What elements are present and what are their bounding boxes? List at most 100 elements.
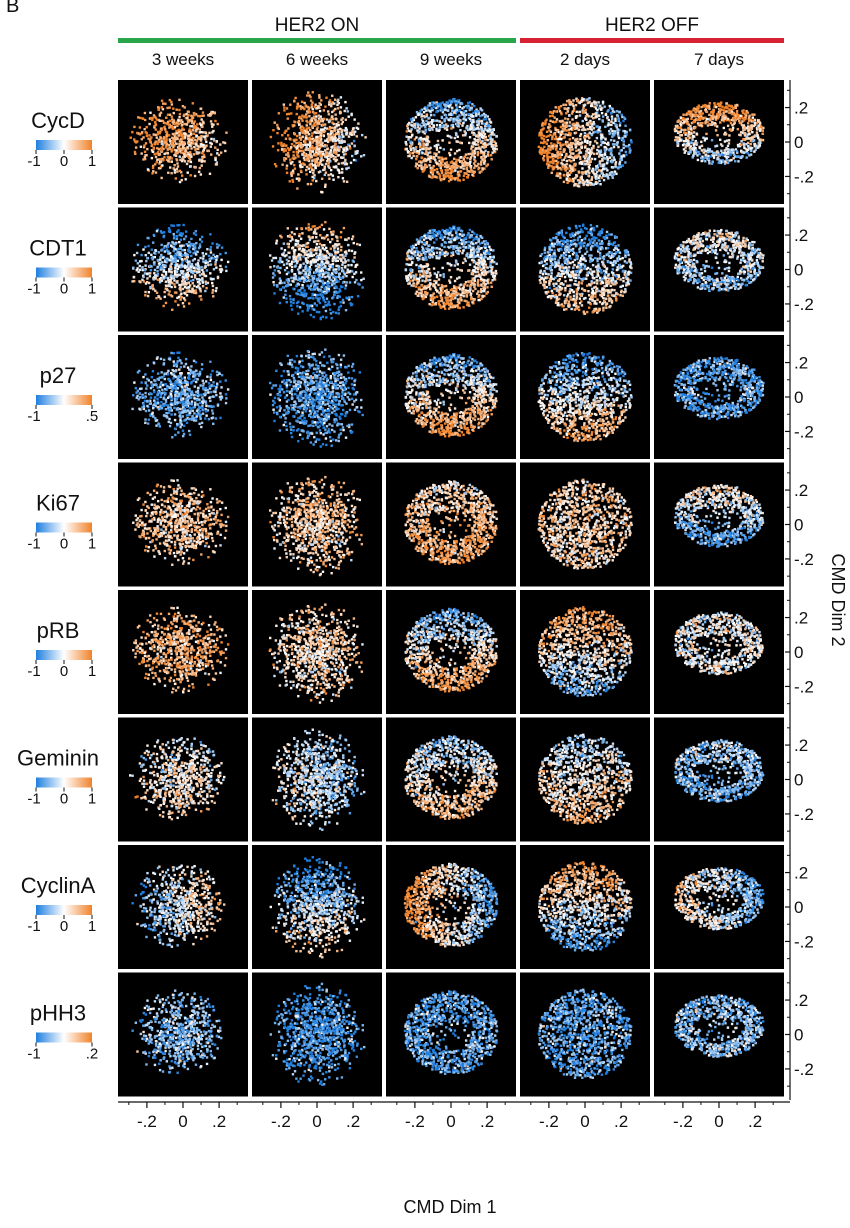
scatter-panel xyxy=(520,718,650,842)
color-legend-tick: 1 xyxy=(88,791,96,808)
scatter-panel xyxy=(118,973,248,1097)
scatter-panel xyxy=(386,80,516,204)
figure-label: B xyxy=(6,0,19,17)
y-tick-label: -.2 xyxy=(794,1060,814,1079)
color-legend-bar xyxy=(36,395,92,405)
x-tick-label: .2 xyxy=(212,1112,226,1131)
row-marker-label: pHH3 xyxy=(30,1001,86,1026)
x-tick-label: -.2 xyxy=(137,1112,157,1131)
x-tick-label: .2 xyxy=(346,1112,360,1131)
scatter-panel xyxy=(118,590,248,714)
color-legend-bar xyxy=(36,140,92,150)
color-legend-tick: 0 xyxy=(60,918,68,935)
color-legend-tick: 1 xyxy=(88,281,96,298)
y-tick-label: .2 xyxy=(794,991,808,1010)
y-tick-label: -.2 xyxy=(794,550,814,569)
scatter-panel xyxy=(252,845,382,969)
panel-background xyxy=(654,590,784,714)
scatter-panel xyxy=(386,718,516,842)
panel-background xyxy=(654,80,784,204)
scatter-panel xyxy=(520,845,650,969)
scatter-panel xyxy=(252,80,382,204)
panel-grid xyxy=(118,80,784,1097)
scatter-panel xyxy=(654,845,784,969)
x-tick-label: .2 xyxy=(614,1112,628,1131)
y-tick-label: .2 xyxy=(794,481,808,500)
color-legend-tick: -1 xyxy=(27,536,40,553)
color-legend-bar xyxy=(36,1033,92,1043)
x-tick-label: 0 xyxy=(312,1112,321,1131)
color-legend-tick: 1 xyxy=(88,153,96,170)
color-legend-tick: .2 xyxy=(86,1046,99,1063)
scatter-panel xyxy=(386,335,516,459)
scatter-panel xyxy=(386,208,516,332)
column-label: 3 weeks xyxy=(152,50,214,69)
y-tick-label: -.2 xyxy=(794,422,814,441)
x-tick-label: .2 xyxy=(748,1112,762,1131)
scatter-panel xyxy=(386,590,516,714)
panel-background xyxy=(654,845,784,969)
scatter-panel xyxy=(118,718,248,842)
scatter-panel xyxy=(654,973,784,1097)
color-legend-bar xyxy=(36,905,92,915)
color-legend-bar xyxy=(36,268,92,278)
group-label-0: HER2 ON xyxy=(275,15,359,36)
panel-background xyxy=(654,208,784,332)
scatter-panel xyxy=(654,718,784,842)
row-marker-label: CyclinA xyxy=(21,873,96,898)
group-bar-1 xyxy=(520,38,784,43)
scatter-panel xyxy=(386,463,516,587)
panel-background xyxy=(654,973,784,1097)
color-legend: -1 .5 xyxy=(27,395,98,425)
y-tick-label: 0 xyxy=(794,516,803,535)
scatter-panel xyxy=(118,463,248,587)
scatter-panel xyxy=(386,973,516,1097)
scatter-panel xyxy=(118,335,248,459)
group-label-1: HER2 OFF xyxy=(605,15,699,36)
scatter-panel xyxy=(654,590,784,714)
y-tick-label: 0 xyxy=(794,898,803,917)
scatter-panel xyxy=(520,973,650,1097)
color-legend-tick: 1 xyxy=(88,536,96,553)
scatter-panel xyxy=(252,718,382,842)
row-marker-label: pRB xyxy=(37,618,80,643)
row-marker-label: Geminin xyxy=(17,746,99,771)
y-axis: .20-.2.20-.2.20-.2.20-.2.20-.2.20-.2.20-… xyxy=(785,80,814,1100)
group-bar-0 xyxy=(118,38,516,43)
y-tick-label: -.2 xyxy=(794,295,814,314)
scatter-panel xyxy=(654,463,784,587)
color-legend-bar xyxy=(36,778,92,788)
color-legend-bar xyxy=(36,650,92,660)
scatter-panel xyxy=(252,335,382,459)
scatter-panel xyxy=(252,463,382,587)
scatter-panel xyxy=(118,845,248,969)
scatter-panel xyxy=(118,80,248,204)
x-tick-label: .2 xyxy=(480,1112,494,1131)
y-axis-title: CMD Dim 2 xyxy=(828,554,848,647)
column-label: 2 days xyxy=(560,50,610,69)
y-tick-label: .2 xyxy=(794,354,808,373)
y-tick-label: .2 xyxy=(794,99,808,118)
color-legend-tick: .5 xyxy=(86,408,99,425)
x-tick-label: 0 xyxy=(178,1112,187,1131)
y-tick-label: 0 xyxy=(794,643,803,662)
x-tick-label: -.2 xyxy=(539,1112,559,1131)
color-legend-tick: -1 xyxy=(27,408,40,425)
column-label: 9 weeks xyxy=(420,50,482,69)
y-tick-label: -.2 xyxy=(794,805,814,824)
column-label: 7 days xyxy=(694,50,744,69)
scatter-panel xyxy=(654,208,784,332)
row-marker-label: CDT1 xyxy=(29,236,86,261)
y-tick-label: .2 xyxy=(794,226,808,245)
y-tick-label: .2 xyxy=(794,736,808,755)
color-legend-tick: -1 xyxy=(27,281,40,298)
row-marker-label: CycD xyxy=(31,108,85,133)
